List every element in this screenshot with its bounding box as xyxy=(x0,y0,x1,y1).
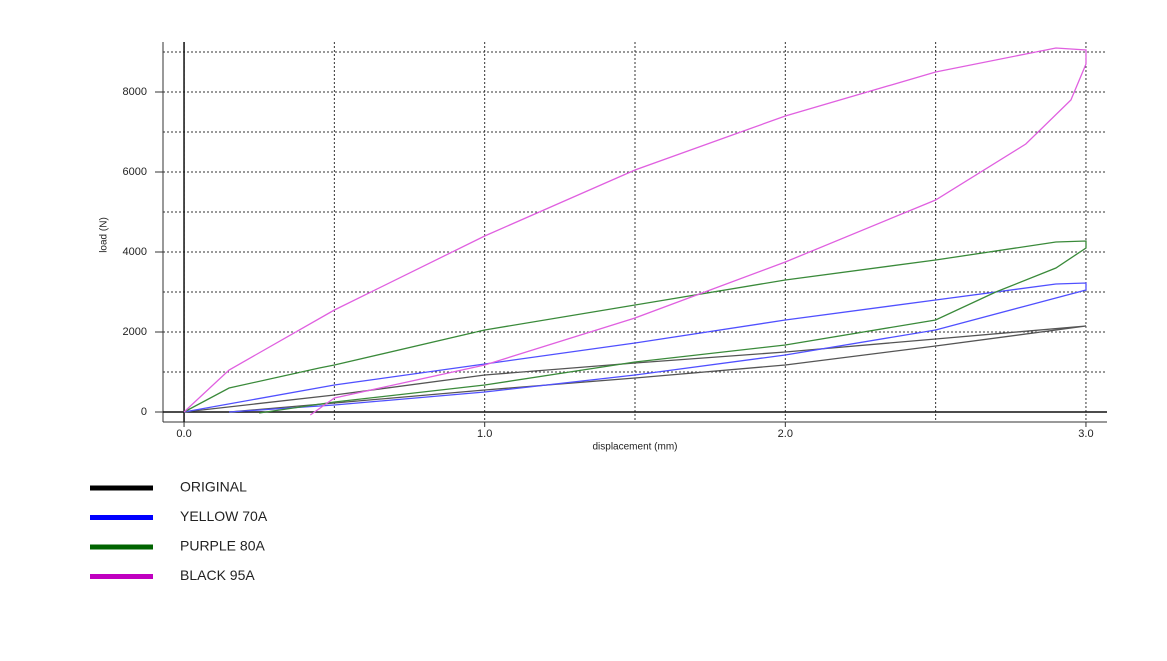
legend-label: YELLOW 70A xyxy=(180,508,268,524)
y-tick-label: 2000 xyxy=(123,326,147,338)
x-tick-label: 0.0 xyxy=(176,428,191,440)
series-line xyxy=(183,282,1087,413)
x-axis-label: displacement (mm) xyxy=(592,442,677,453)
legend-label: ORIGINAL xyxy=(180,479,247,495)
series-line xyxy=(183,325,1087,413)
y-tick-label: 0 xyxy=(141,406,147,418)
legend-label: BLACK 95A xyxy=(180,567,255,583)
legend-label: PURPLE 80A xyxy=(180,538,265,554)
series-line xyxy=(183,240,1087,414)
x-tick-label: 1.0 xyxy=(477,428,492,440)
series-line xyxy=(183,47,1087,416)
x-tick-label: 3.0 xyxy=(1078,428,1093,440)
x-tick-label: 2.0 xyxy=(778,428,793,440)
y-tick-label: 8000 xyxy=(123,86,147,98)
y-tick-label: 4000 xyxy=(123,246,147,258)
y-axis-label: load (N) xyxy=(99,217,110,253)
y-tick-label: 6000 xyxy=(123,166,147,178)
